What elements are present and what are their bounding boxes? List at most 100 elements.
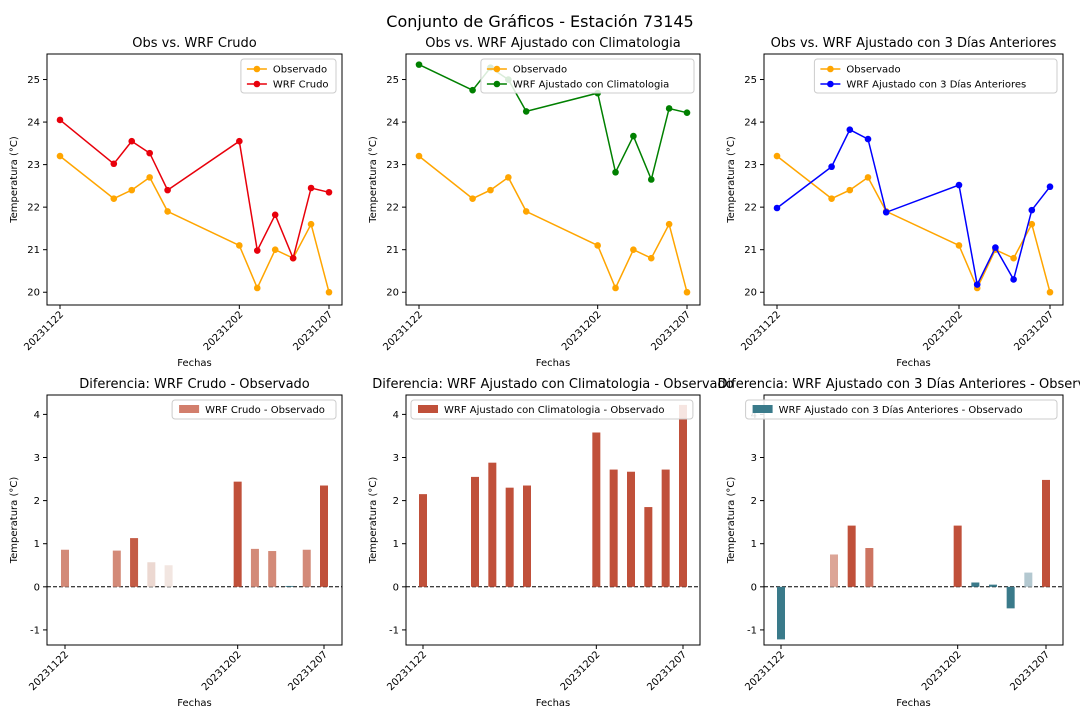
- data-point: [612, 284, 619, 292]
- y-tick-label: -1: [30, 625, 40, 636]
- data-point: [253, 284, 261, 292]
- data-point: [1028, 206, 1036, 214]
- bar: [112, 550, 121, 587]
- y-tick-label: 24: [744, 118, 757, 129]
- data-point: [1010, 254, 1017, 262]
- legend-marker: [493, 65, 501, 73]
- x-axis-label: Fechas: [896, 698, 931, 709]
- y-tick-label: 2: [393, 496, 399, 507]
- data-point: [846, 186, 854, 194]
- data-point: [164, 208, 171, 215]
- y-tick-label: 2: [34, 496, 40, 507]
- data-point: [469, 195, 476, 202]
- x-tick-label: 20231122: [743, 649, 787, 693]
- data-point: [56, 152, 64, 160]
- legend-label: Observado: [273, 65, 327, 76]
- legend: WRF Ajustado con 3 Días Anteriores - Obs…: [745, 399, 1058, 420]
- y-tick-label: 2: [751, 496, 757, 507]
- data-point: [882, 208, 890, 216]
- x-axis-label: Fechas: [177, 698, 212, 709]
- chart-panel-5: Diferencia: WRF Ajustado con Climatologi…: [368, 377, 734, 709]
- bar: [644, 507, 653, 587]
- y-axis-label: Temperatura (°C): [9, 477, 20, 565]
- bar: [61, 549, 69, 587]
- bar: [679, 404, 687, 587]
- chart-panel-3: Obs vs. WRF Ajustado con 3 Días Anterior…: [726, 36, 1064, 369]
- chart-title: Diferencia: WRF Crudo - Observado: [79, 377, 310, 392]
- data-point: [647, 176, 655, 183]
- data-point: [594, 242, 601, 249]
- legend-label: WRF Crudo: [273, 80, 329, 91]
- x-tick-label: 20231122: [739, 309, 783, 353]
- data-point: [415, 152, 423, 160]
- bar: [505, 487, 514, 587]
- legend: WRF Crudo - Observado: [171, 399, 337, 420]
- bar: [1042, 479, 1050, 587]
- y-tick-label: 4: [393, 410, 399, 421]
- data-point: [289, 254, 297, 262]
- data-point: [110, 195, 118, 202]
- legend-swatch: [418, 405, 438, 413]
- y-tick-label: 25: [27, 75, 40, 86]
- legend: Observado WRF Ajustado con Climatologia: [480, 58, 695, 94]
- bar: [953, 525, 962, 587]
- bar: [130, 538, 139, 587]
- y-tick-label: 25: [386, 75, 399, 86]
- y-tick-label: 1: [393, 539, 399, 550]
- bar: [847, 525, 856, 587]
- x-tick-label: 20231207: [286, 649, 330, 693]
- y-axis-label: Temperatura (°C): [368, 477, 379, 565]
- y-tick-label: 3: [34, 453, 40, 464]
- bar: [609, 469, 618, 587]
- legend-marker: [827, 80, 834, 88]
- series-line-2: [776, 128, 1051, 287]
- bar: [865, 548, 874, 587]
- bar: [989, 584, 997, 587]
- data-point: [505, 174, 512, 181]
- data-point: [325, 188, 333, 196]
- bar: [488, 462, 497, 587]
- chart-title: Obs vs. WRF Crudo: [132, 36, 257, 51]
- bar: [268, 551, 277, 587]
- legend-marker: [493, 80, 501, 88]
- x-tick-label: 20231207: [1012, 309, 1056, 353]
- chart-title: Diferencia: WRF Ajustado con 3 Días Ante…: [718, 377, 1080, 392]
- bar: [777, 586, 785, 640]
- chart-title: Diferencia: WRF Ajustado con Climatologi…: [372, 377, 733, 392]
- data-point: [415, 61, 423, 68]
- data-point: [612, 168, 619, 176]
- bar: [320, 485, 328, 587]
- axes-frame: [405, 394, 701, 646]
- data-point: [864, 174, 872, 181]
- y-tick-label: 0: [751, 582, 757, 593]
- legend-marker: [253, 80, 261, 88]
- y-tick-label: 0: [393, 582, 399, 593]
- data-point: [864, 135, 872, 143]
- x-tick-label: 20231122: [381, 309, 425, 353]
- x-tick-label: 20231202: [920, 649, 964, 693]
- bar: [147, 562, 156, 587]
- data-point: [647, 254, 655, 262]
- data-point: [128, 137, 136, 145]
- legend-marker: [827, 65, 834, 73]
- data-point: [630, 246, 637, 253]
- bar: [233, 481, 242, 587]
- x-tick-label: 20231122: [27, 649, 71, 693]
- bar: [971, 582, 980, 587]
- legend-marker: [253, 65, 261, 73]
- bar: [471, 476, 479, 587]
- legend-label: Observado: [846, 65, 900, 76]
- x-tick-label: 20231202: [559, 649, 603, 693]
- data-point: [236, 137, 243, 145]
- axes-frame: [46, 394, 343, 646]
- y-tick-label: 21: [744, 245, 757, 256]
- chart-title: Obs vs. WRF Ajustado con Climatologia: [425, 36, 680, 51]
- x-tick-label: 20231202: [921, 309, 965, 353]
- y-tick-label: 24: [27, 118, 40, 129]
- x-tick-label: 20231202: [560, 309, 604, 353]
- legend-box: [480, 58, 695, 94]
- x-tick-label: 20231122: [22, 309, 66, 353]
- data-point: [773, 152, 781, 160]
- data-point: [307, 184, 315, 192]
